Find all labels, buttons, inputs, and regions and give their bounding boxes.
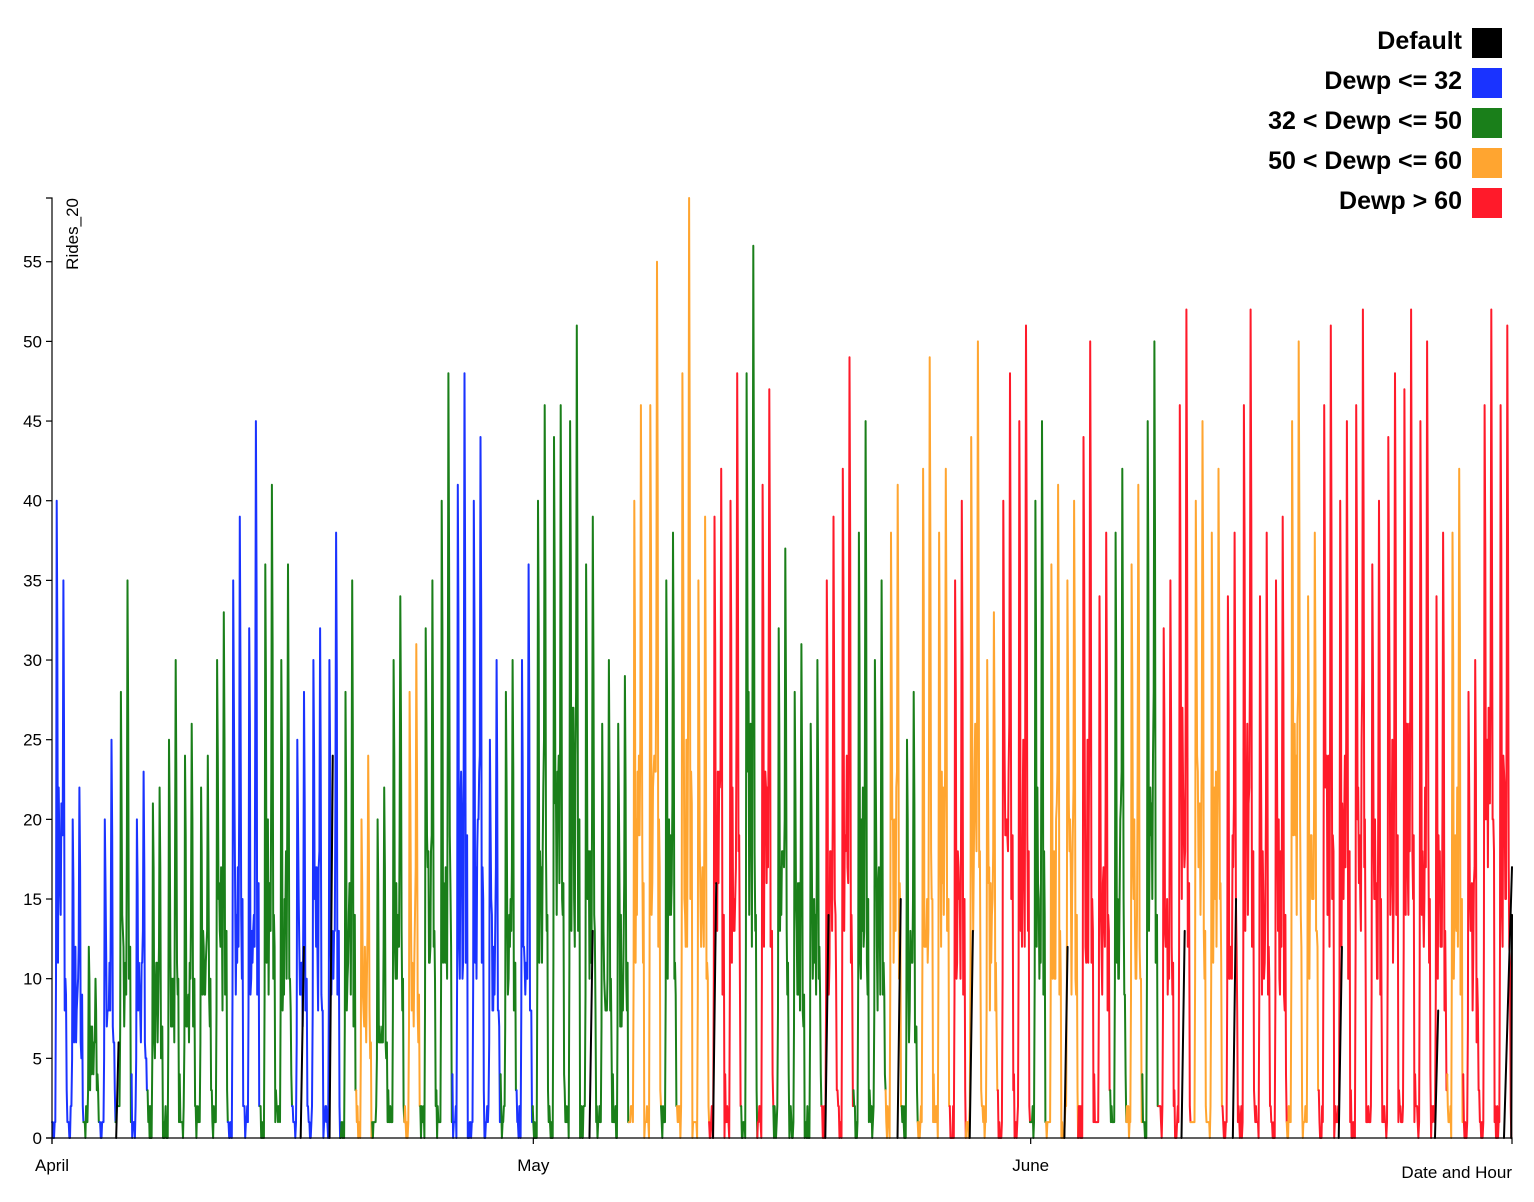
series-segment-32-dewp-50-17 (531, 324, 630, 1139)
y-tick-label-0: 0 (33, 1129, 42, 1148)
series-segment-50-dewp-60-31 (964, 340, 999, 1139)
series-segment-50-dewp-60-12 (403, 643, 422, 1139)
series-segment-dewp-60-32 (996, 324, 1031, 1139)
series-segment-32-dewp-50-22 (740, 244, 759, 1139)
series-segment-50-dewp-60-44 (1446, 467, 1465, 1139)
series-segment-dewp-60-45 (1462, 308, 1513, 1139)
series-segment-32-dewp-50-26 (852, 420, 887, 1139)
series-segment-50-dewp-60-20 (676, 197, 711, 1139)
series-segment-default-9 (1180, 929, 1186, 1139)
legend-label-dewp-32: Dewp <= 32 (1324, 67, 1462, 95)
y-tick-label-40: 40 (23, 492, 42, 511)
series-segment-dewp-60-35 (1077, 340, 1112, 1139)
series-segment-dewp-32-4 (130, 770, 149, 1139)
series-segment-50-dewp-60-37 (1125, 483, 1144, 1139)
x-tick-label-may: May (517, 1156, 550, 1175)
y-tick-label-5: 5 (33, 1049, 42, 1068)
y-tick-label-10: 10 (23, 970, 42, 989)
series-segment-default-2 (328, 754, 334, 1139)
series-segment-32-dewp-50-3 (114, 579, 133, 1124)
series-segment-default-13 (1502, 866, 1513, 1139)
series-segment-50-dewp-60-42 (1285, 340, 1320, 1139)
series-segment-dewp-60-21 (708, 372, 743, 1139)
y-tick-label-30: 30 (23, 651, 42, 670)
y-tick-label-45: 45 (23, 412, 42, 431)
series-segment-default-46 (1510, 913, 1513, 1139)
series-segment-32-dewp-50-36 (1109, 467, 1128, 1124)
series-segment-50-dewp-60-18 (627, 260, 662, 1139)
legend-label-32-dewp-50: 32 < Dewp <= 50 (1268, 107, 1462, 135)
legend-swatch-32-dewp-50 (1472, 108, 1502, 138)
y-axis-line (46, 197, 53, 1139)
series-segment-dewp-60-23 (756, 388, 775, 1139)
y-tick-label-25: 25 (23, 731, 42, 750)
y-axis-title: Rides_20 (63, 198, 82, 270)
series-segment-default-11 (1337, 945, 1343, 1139)
series-segment-dewp-60-39 (1157, 308, 1192, 1139)
axes: 0 5 10 15 20 25 30 35 40 45 50 55 April May June Rides_… (23, 197, 1513, 1182)
x-tick-label-april: April (35, 1156, 69, 1175)
series-segment-dewp-60-30 (948, 499, 967, 1139)
series-segment-default-10 (1231, 898, 1238, 1139)
series-segment-32-dewp-50-33 (1029, 420, 1048, 1139)
series-segment-default-7 (968, 929, 974, 1139)
series-segment-dewp-32-0 (51, 499, 85, 1139)
y-tick-label-55: 55 (23, 253, 42, 272)
series-segment-dewp-32-6 (226, 420, 261, 1139)
series-segment-default-0 (115, 1041, 120, 1139)
series-segment-dewp-60-41 (1221, 308, 1288, 1139)
series-segment-32-dewp-50-5 (146, 611, 229, 1139)
series-segment-32-dewp-50-9 (339, 579, 358, 1139)
series-segment-default-4 (712, 882, 718, 1139)
series-segment-32-dewp-50-1 (82, 945, 101, 1139)
x-axis-line (51, 1137, 1513, 1144)
legend-swatch-dewp-60 (1472, 188, 1502, 218)
legend-label-default: Default (1377, 27, 1462, 55)
legend-swatch-dewp-32 (1472, 68, 1502, 98)
series-segment-dewp-60-43 (1317, 308, 1449, 1139)
series-segment-32-dewp-50-19 (660, 531, 678, 1139)
legend-swatch-50-dewp-60 (1472, 148, 1502, 178)
series-segment-default-6 (896, 898, 902, 1139)
series-segment-default-3 (588, 929, 594, 1139)
series-segment-50-dewp-60-29 (916, 356, 951, 1139)
y-tick-label-20: 20 (23, 810, 42, 829)
series-segment-dewp-32-2 (98, 738, 117, 1139)
legend-swatch-default (1472, 28, 1502, 58)
series-segment-dewp-32-16 (515, 563, 534, 1139)
series-segment-50-dewp-60-10 (355, 754, 374, 1139)
legend-label-dewp-60: Dewp > 60 (1339, 187, 1462, 215)
series-segment-default-12 (1433, 1009, 1440, 1139)
series-segment-default-5 (824, 913, 830, 1139)
series-segment-32-dewp-50-15 (499, 659, 518, 1139)
x-axis-title: Date and Hour (1401, 1163, 1512, 1182)
series-segment-32-dewp-50-24 (772, 547, 823, 1139)
y-tick-label-15: 15 (23, 890, 42, 909)
series-segment-dewp-32-14 (451, 372, 502, 1139)
series-lines (51, 197, 1513, 1139)
legend: Default Dewp <= 32 32 < Dewp <= 50 50 < Dew… (1268, 27, 1502, 218)
series-segment-50-dewp-60-40 (1189, 420, 1224, 1139)
y-tick-label-35: 35 (23, 571, 42, 590)
series-segment-32-dewp-50-38 (1141, 340, 1160, 1139)
series-segment-32-dewp-50-13 (419, 372, 454, 1139)
series-segment-32-dewp-50-7 (258, 483, 293, 1139)
legend-label-50-dewp-60: 50 < Dewp <= 60 (1268, 147, 1462, 175)
series-segment-dewp-60-25 (820, 356, 855, 1139)
series-segment-50-dewp-60-34 (1045, 483, 1080, 1139)
series-segment-default-8 (1063, 945, 1069, 1139)
series-segment-32-dewp-50-11 (371, 595, 406, 1139)
series-segment-32-dewp-50-28 (900, 690, 919, 1139)
series-segment-default-1 (299, 945, 305, 1139)
y-tick-label-50: 50 (23, 332, 42, 351)
x-tick-label-june: June (1012, 1156, 1049, 1175)
